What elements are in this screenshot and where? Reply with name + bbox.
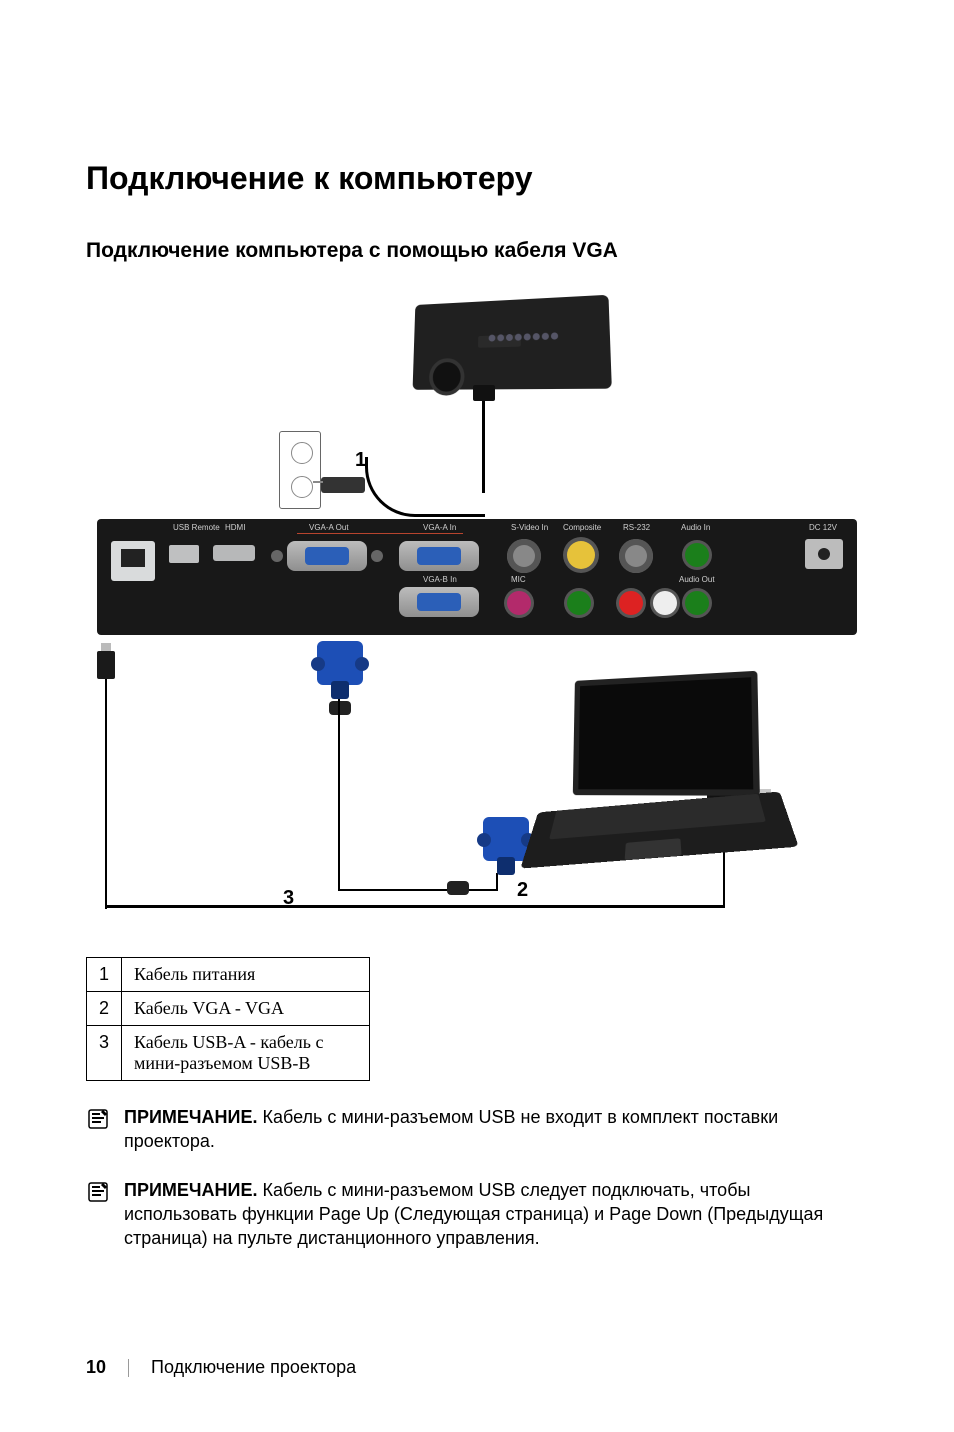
port-label: S-Video In bbox=[511, 523, 548, 532]
connection-diagram: 1 USB Remote HDMI VGA-A Out VGA-A In VGA… bbox=[87, 281, 867, 921]
legend-number: 2 bbox=[87, 992, 122, 1026]
note-block: ПРИМЕЧАНИЕ. Кабель с мини-разъемом USB с… bbox=[86, 1178, 868, 1251]
audio-left-jack-icon bbox=[619, 591, 643, 615]
port-label: DC 12V bbox=[809, 523, 837, 532]
page-footer: 10 Подключение проектора bbox=[86, 1357, 356, 1378]
legend-number: 3 bbox=[87, 1026, 122, 1081]
port-label: VGA-B In bbox=[423, 575, 457, 584]
page-number: 10 bbox=[86, 1357, 106, 1378]
legend-number: 1 bbox=[87, 958, 122, 992]
audio-out-jack-icon bbox=[685, 591, 709, 615]
page-title: Подключение к компьютеру bbox=[86, 160, 868, 197]
vga-port-icon bbox=[287, 541, 367, 571]
footer-section-title: Подключение проектора bbox=[151, 1357, 356, 1378]
audio-right-jack-icon bbox=[653, 591, 677, 615]
vga-connector-icon bbox=[311, 641, 369, 697]
port-label: VGA-A In bbox=[423, 523, 456, 532]
dc-jack-icon bbox=[805, 539, 843, 569]
table-row: 2 Кабель VGA - VGA bbox=[87, 992, 370, 1026]
legend-table: 1 Кабель питания 2 Кабель VGA - VGA 3 Ка… bbox=[86, 957, 370, 1081]
usb-b-mini-plug-icon bbox=[97, 651, 115, 679]
footer-separator bbox=[128, 1359, 129, 1377]
power-plug-icon bbox=[321, 477, 365, 493]
port-label: VGA-A Out bbox=[309, 523, 349, 532]
note-icon bbox=[86, 1107, 110, 1131]
port-label: RS-232 bbox=[623, 523, 650, 532]
audio-jack-icon bbox=[567, 591, 591, 615]
table-row: 1 Кабель питания bbox=[87, 958, 370, 992]
wall-outlet-icon bbox=[279, 431, 321, 509]
port-label: Composite bbox=[563, 523, 601, 532]
rs232-port-icon bbox=[619, 539, 653, 573]
port-label: MIC bbox=[511, 575, 526, 584]
hdmi-port-icon bbox=[213, 545, 255, 561]
laptop-illustration bbox=[497, 675, 807, 885]
note-label: ПРИМЕЧАНИЕ. bbox=[124, 1180, 257, 1200]
diagram-label-2: 2 bbox=[517, 879, 528, 902]
table-row: 3 Кабель USB-A - кабель с мини-разъемом … bbox=[87, 1026, 370, 1081]
legend-text: Кабель VGA - VGA bbox=[122, 992, 370, 1026]
vga-port-icon bbox=[399, 587, 479, 617]
diagram-label-1: 1 bbox=[355, 449, 366, 472]
iec-connector-icon bbox=[473, 385, 495, 401]
port-label: HDMI bbox=[225, 523, 245, 532]
vga-port-icon bbox=[399, 541, 479, 571]
legend-text: Кабель питания bbox=[122, 958, 370, 992]
legend-text: Кабель USB-A - кабель с мини-разъемом US… bbox=[122, 1026, 370, 1081]
page-subtitle: Подключение компьютера с помощью кабеля … bbox=[86, 239, 868, 263]
svideo-port-icon bbox=[507, 539, 541, 573]
diagram-label-3: 3 bbox=[283, 887, 294, 910]
composite-port-icon bbox=[567, 541, 595, 569]
port-label: Audio In bbox=[681, 523, 710, 532]
port-label: Audio Out bbox=[679, 575, 715, 584]
projector-illustration bbox=[377, 281, 637, 411]
note-label: ПРИМЕЧАНИЕ. bbox=[124, 1107, 257, 1127]
usb-port-icon bbox=[169, 545, 199, 563]
projector-back-panel: USB Remote HDMI VGA-A Out VGA-A In VGA-B… bbox=[97, 519, 857, 635]
note-block: ПРИМЕЧАНИЕ. Кабель с мини-разъемом USB н… bbox=[86, 1105, 868, 1154]
mic-jack-icon bbox=[507, 591, 531, 615]
note-icon bbox=[86, 1180, 110, 1204]
rj45-port-icon bbox=[111, 541, 155, 581]
audio-jack-icon bbox=[685, 543, 709, 567]
port-label: USB Remote bbox=[173, 523, 220, 532]
